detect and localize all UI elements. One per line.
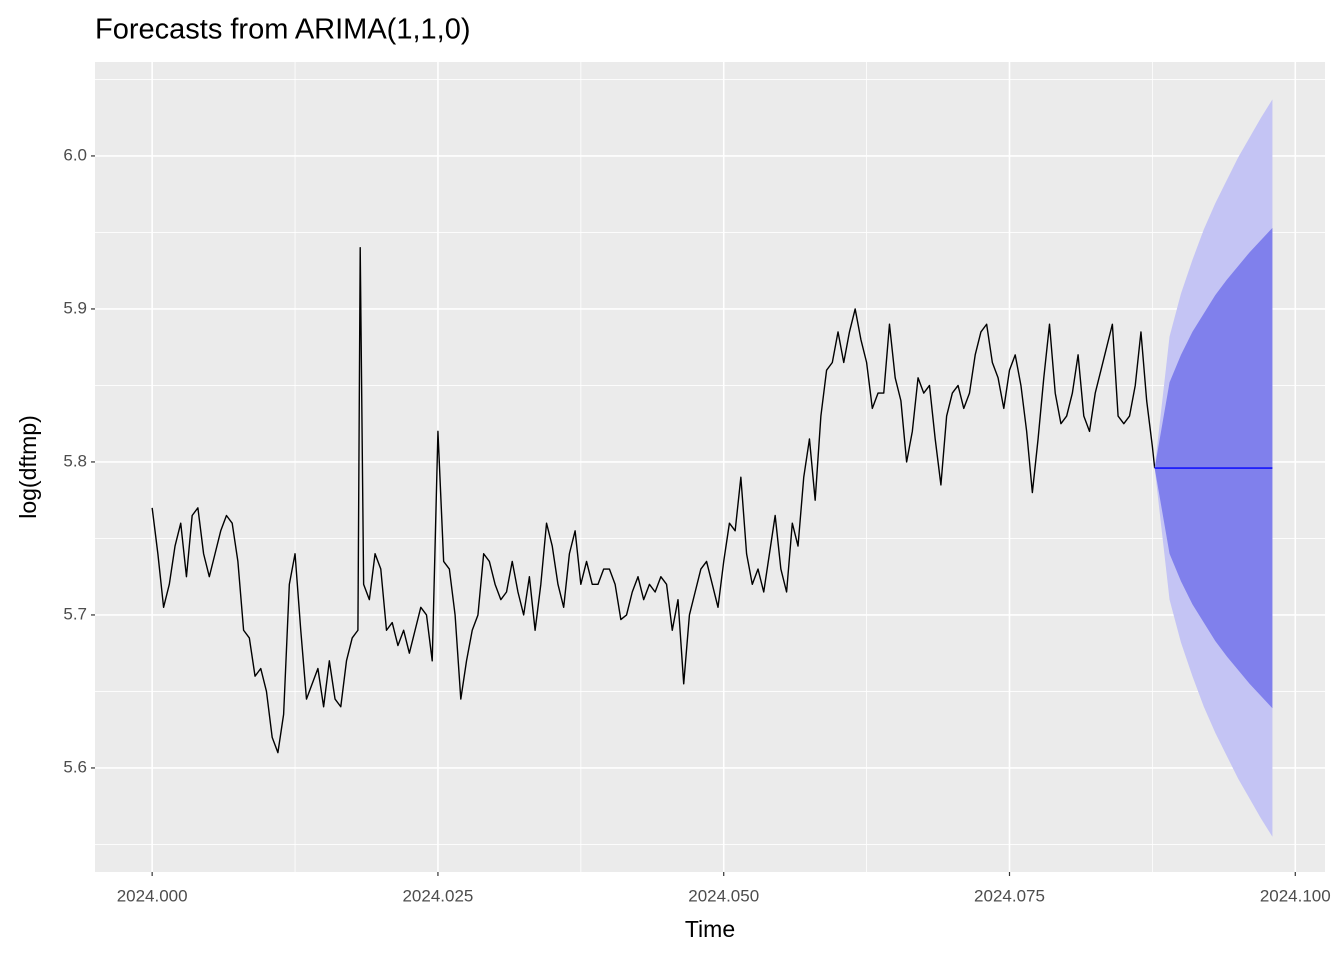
series-line — [151, 247, 1156, 754]
y-tick-label: 5.8 — [63, 451, 87, 470]
y-axis-title: log(dftmp) — [15, 415, 41, 519]
x-tick-label: 2024.075 — [974, 886, 1045, 905]
plot-panel — [95, 62, 1325, 872]
y-tick-label: 5.9 — [63, 298, 87, 317]
y-tick-label: 5.7 — [63, 604, 87, 623]
x-tick-label: 2024.050 — [688, 886, 759, 905]
x-tick-label: 2024.100 — [1260, 886, 1331, 905]
x-tick-label: 2024.025 — [402, 886, 473, 905]
x-axis-title: Time — [685, 916, 735, 942]
x-tick-label: 2024.000 — [117, 886, 188, 905]
y-tick-label: 6.0 — [63, 145, 87, 164]
y-tick-label: 5.6 — [63, 757, 87, 776]
chart-title: Forecasts from ARIMA(1,1,0) — [95, 14, 471, 46]
